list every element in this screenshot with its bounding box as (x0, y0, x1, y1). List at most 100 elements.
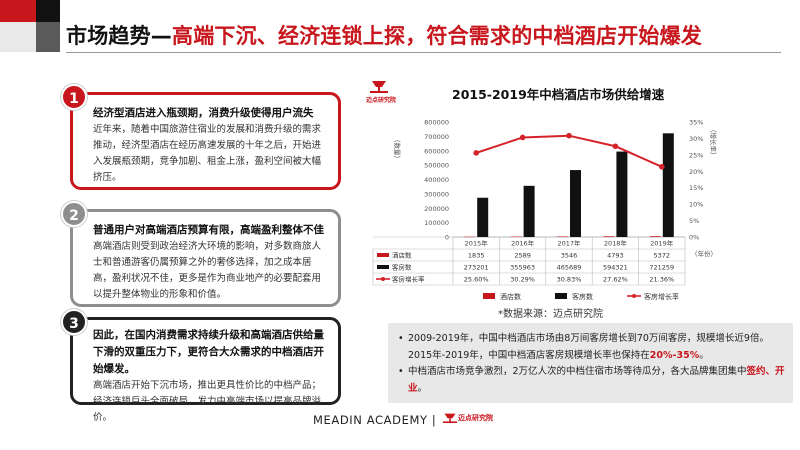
conclusion-item: 中档酒店市场竞争激烈，2万亿人次的中档住宿市场等待瓜分，各大品牌集团集中签约、开… (398, 364, 785, 397)
conclusion-item: 2009-2019年，中国中档酒店市场由8万间客房增长到70万间客房，规模增长近… (398, 331, 785, 364)
table-cell: 27.62% (603, 276, 628, 284)
bar-hotels (649, 236, 661, 237)
x-tick-label: 2017年 (557, 239, 581, 248)
table-cell: 1835 (468, 252, 485, 260)
y-tick-left: 800000 (424, 119, 449, 127)
conclusion-text: 中档酒店市场竞争激烈，2万亿人次的中档住宿市场等待瓜分，各大品牌集团集中 (408, 366, 747, 377)
legend-key-rooms (377, 265, 389, 269)
legend-swatch-hotels (483, 293, 495, 299)
corner-decoration-grey (0, 22, 36, 52)
title-divider (66, 52, 781, 53)
y-tick-right: 10% (689, 201, 703, 209)
y-tick-left: 500000 (424, 162, 449, 170)
table-cell: 21.36% (649, 276, 674, 284)
y-tick-right: 25% (689, 151, 703, 159)
y-tick-right: 30% (689, 135, 703, 143)
card-highend-hotels: 2 普通用户对高端酒店预算有限，高端盈利整体不佳 高端酒店则受到政治经济大环境的… (61, 201, 341, 307)
table-cell: 30.29% (510, 276, 535, 284)
line-point (519, 134, 526, 141)
conclusion-line: 2009-2019年，中国中档酒店市场由8万间客房增长到70万间客房，规模增长近… (408, 333, 769, 344)
bar-rooms (570, 170, 581, 237)
table-row-label: 酒店数 (392, 251, 412, 260)
corner-decoration-black (36, 0, 60, 22)
line-point (659, 164, 665, 170)
y-tick-left: 600000 (424, 147, 449, 155)
conclusion-text: 。 (699, 349, 709, 361)
card-body-text: 高端酒店开始下沉市场，推出更具性价比的中档产品；经济连锁巨头全面破局，发力中高端… (93, 380, 322, 423)
card-midscale-conclusion: 3 因此，在国内消费需求持续升级和高端酒店供给量下滑的双重压力下，更符合大众需求… (61, 309, 341, 423)
table-cell: 273201 (464, 264, 489, 272)
bar-rooms (616, 151, 628, 237)
card-heading: 经济型酒店进入瓶颈期，消费升级使得用户流失 (93, 107, 314, 119)
legend-label: 酒店数 (500, 292, 521, 301)
table-cell: 5372 (654, 252, 671, 260)
footer-logo-text: 迈点研究院 (458, 414, 493, 422)
x-tick-label: 2019年 (650, 239, 674, 248)
x-tick-label: 2018年 (604, 239, 628, 248)
y-tick-left: 400000 (424, 176, 449, 184)
legend-key-hotels (377, 253, 389, 257)
y-tick-right: 15% (689, 184, 703, 192)
table-cell: 30.83% (557, 276, 582, 284)
meadin-logo-icon (370, 81, 388, 93)
logo-text: 迈点研究院 (366, 97, 397, 104)
card-economy-hotels: 1 经济型酒店进入瓶颈期，消费升级使得用户流失 近年来，随着中国旅游住宿业的发展… (61, 84, 341, 190)
bar-hotels (557, 236, 568, 237)
legend-label: 客房数 (572, 292, 593, 301)
x-tick-label: 2015年 (465, 239, 489, 248)
table-row-label: 客房增长率 (392, 275, 425, 284)
y-tick-left: 200000 (424, 205, 449, 213)
card-number-badge: 2 (61, 201, 87, 227)
corner-decoration-red (0, 0, 36, 22)
conclusion-text: 2015年-2019年，中国中档酒店客房规模增长率也保持在 (408, 349, 650, 361)
chart-title: 2015-2019年中档酒店市场供给增速 (452, 87, 665, 102)
corner-decoration-shadow (36, 22, 60, 52)
legend-swatch-rooms (555, 293, 567, 299)
page-title-lead: 市场趋势— (66, 24, 172, 48)
source-note: *数据来源：迈点研究院 (498, 309, 603, 320)
y-tick-right: 0% (689, 234, 699, 242)
card-body-text: 高端酒店则受到政治经济大环境的影响，对多数商旅人士和普通游客仍属预算之外的奢侈选… (93, 241, 322, 300)
y-tick-left: 300000 (424, 190, 449, 198)
y-axis-label-right: （增长率） (709, 126, 718, 159)
table-cell: 3546 (561, 252, 578, 260)
table-cell: 2589 (514, 252, 531, 260)
y-tick-left: 100000 (424, 219, 449, 227)
y-tick-left: 700000 (424, 133, 449, 141)
footer-logo-icon (442, 413, 458, 423)
table-cell: 355963 (510, 264, 535, 272)
bar-rooms (662, 133, 674, 237)
x-axis-label: （年份） (691, 249, 717, 258)
bar-rooms (523, 185, 535, 237)
card-heading: 因此，在国内消费需求持续升级和高端酒店供给量下滑的双重压力下，更符合大众需求的中… (93, 329, 324, 375)
chart-area: 0 100000 200000 300000 400000 500000 600000 700… (372, 119, 718, 301)
table-cell: 25.60% (464, 276, 489, 284)
line-point (566, 132, 572, 139)
page-title-highlight: 高端下沉、经济连锁上探，符合需求的中档酒店开始爆发 (172, 24, 702, 48)
conclusion-highlight: 20%-35% (649, 349, 700, 361)
y-axis-label-left: （数量） (393, 136, 402, 162)
table-cell: 4793 (607, 252, 624, 260)
y-tick-right: 20% (689, 168, 703, 176)
line-point (473, 150, 479, 156)
table-cell: 465689 (557, 264, 582, 272)
table-cell: 594321 (603, 264, 628, 272)
x-tick-label: 2016年 (511, 239, 535, 248)
conclusion-line: 2015年-2019年，中国中档酒店客房规模增长率也保持在20%-35%。 (408, 348, 785, 365)
conclusion-highlight: 签约、开业 (408, 366, 785, 394)
y-tick-right: 5% (689, 217, 699, 225)
table-row-label: 客房数 (392, 263, 412, 272)
bar-hotels (603, 236, 615, 237)
card-body-text: 近年来，随着中国旅游住宿业的发展和消费升级的需求推动，经济型酒店在经历高速发展的… (93, 124, 322, 183)
conclusion-text: 。 (417, 382, 428, 394)
legend-swatch-growth-dot (632, 294, 636, 298)
card-number-badge: 3 (61, 309, 87, 335)
table-cell: 721259 (649, 264, 674, 272)
footer-brand: MEADIN ACADEMY | (313, 413, 437, 427)
legend-label: 客房增长率 (644, 292, 679, 301)
card-number-badge: 1 (61, 84, 87, 110)
y-tick-right: 35% (689, 119, 703, 127)
y-tick-left: 0 (445, 234, 449, 242)
legend-key-growth-dot (381, 277, 385, 281)
conclusion-box: 2009-2019年，中国中档酒店市场由8万间客房增长到70万间客房，规模增长近… (388, 323, 793, 403)
